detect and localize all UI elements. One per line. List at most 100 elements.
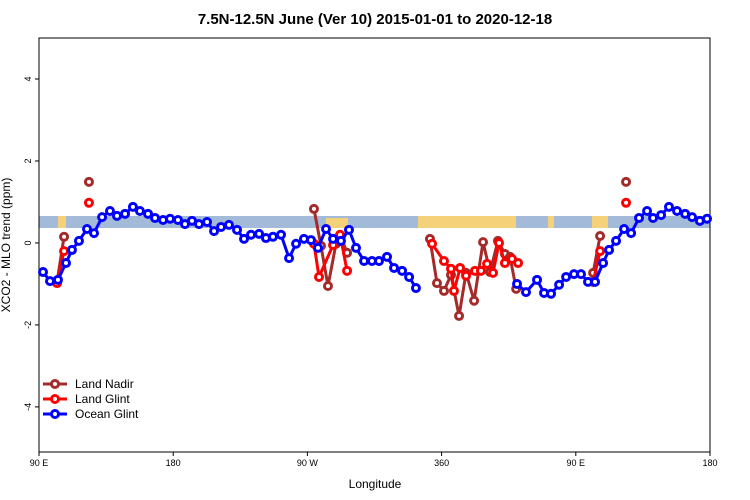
point	[604, 244, 615, 255]
x-tick-label: 90 W	[297, 458, 319, 468]
point	[359, 255, 370, 266]
chart-title: 7.5N-12.5N June (Ver 10) 2015-01-01 to 2…	[198, 11, 552, 28]
x-tick-label: 90 E	[567, 458, 586, 468]
x-tick-label: 90 E	[30, 458, 49, 468]
x-tick-label: 180	[166, 458, 181, 468]
point	[150, 212, 161, 223]
point	[590, 276, 601, 287]
point	[104, 205, 115, 216]
point	[494, 237, 505, 248]
point	[595, 246, 606, 257]
point	[134, 205, 145, 216]
point	[561, 271, 572, 282]
plot-frame	[38, 37, 711, 453]
point	[546, 288, 557, 299]
point	[284, 253, 295, 264]
point	[291, 238, 302, 249]
point	[246, 229, 257, 240]
point	[223, 219, 234, 230]
point	[254, 228, 265, 239]
legend-marker	[50, 379, 60, 389]
point	[89, 228, 100, 239]
point	[335, 235, 346, 246]
x-axis-label: Longitude	[349, 477, 402, 491]
point	[97, 212, 108, 223]
point	[488, 267, 499, 278]
point	[314, 271, 325, 282]
point	[648, 212, 659, 223]
point	[60, 258, 71, 269]
point	[461, 270, 472, 281]
legend-label: Land Glint	[75, 392, 130, 406]
point	[554, 279, 565, 290]
point	[193, 219, 204, 230]
point	[216, 221, 227, 232]
point	[120, 208, 131, 219]
point	[576, 269, 587, 280]
point	[588, 267, 599, 278]
point	[382, 251, 393, 262]
point	[475, 265, 486, 276]
point	[663, 201, 674, 212]
point	[478, 237, 489, 248]
point	[499, 258, 510, 269]
point	[389, 262, 400, 273]
point	[59, 246, 70, 257]
point	[687, 212, 698, 223]
point	[82, 224, 93, 235]
point	[373, 255, 384, 266]
point	[410, 283, 421, 294]
point	[455, 262, 466, 273]
point	[702, 213, 713, 224]
point	[45, 276, 56, 287]
point	[165, 213, 176, 224]
point	[520, 287, 531, 298]
y-axis-label: XCO2 - MLO trend (ppm)	[0, 178, 13, 313]
y-tick-label: -2	[23, 321, 33, 329]
point	[52, 274, 63, 285]
point	[642, 205, 653, 216]
map-strip	[39, 216, 710, 228]
point	[59, 231, 70, 242]
point	[595, 230, 606, 241]
point	[445, 263, 456, 274]
legend-label: Land Nadir	[75, 377, 134, 391]
point	[305, 235, 316, 246]
point	[598, 258, 609, 269]
point	[308, 203, 319, 214]
point	[342, 265, 353, 276]
point	[438, 285, 449, 296]
y-tick-label: 4	[23, 76, 33, 81]
x-tick-label: 360	[434, 458, 449, 468]
point	[322, 280, 333, 291]
point	[469, 295, 480, 306]
point	[267, 231, 278, 242]
point	[321, 224, 332, 235]
point	[626, 228, 637, 239]
point	[672, 205, 683, 216]
point	[512, 278, 523, 289]
point	[202, 217, 213, 228]
legend-marker	[50, 394, 60, 404]
point	[83, 176, 94, 187]
point	[482, 258, 493, 269]
point	[532, 274, 543, 285]
point	[397, 265, 408, 276]
point	[438, 255, 449, 266]
point	[431, 278, 442, 289]
point	[73, 235, 84, 246]
point	[38, 267, 49, 278]
point	[276, 229, 287, 240]
point	[342, 247, 353, 258]
point	[312, 242, 323, 253]
point	[232, 224, 243, 235]
point	[621, 176, 632, 187]
point	[172, 214, 183, 225]
point	[209, 226, 220, 237]
point	[621, 197, 632, 208]
y-tick-label: 2	[23, 158, 33, 163]
point	[127, 201, 138, 212]
y-tick-label: -4	[23, 403, 33, 411]
point	[83, 197, 94, 208]
